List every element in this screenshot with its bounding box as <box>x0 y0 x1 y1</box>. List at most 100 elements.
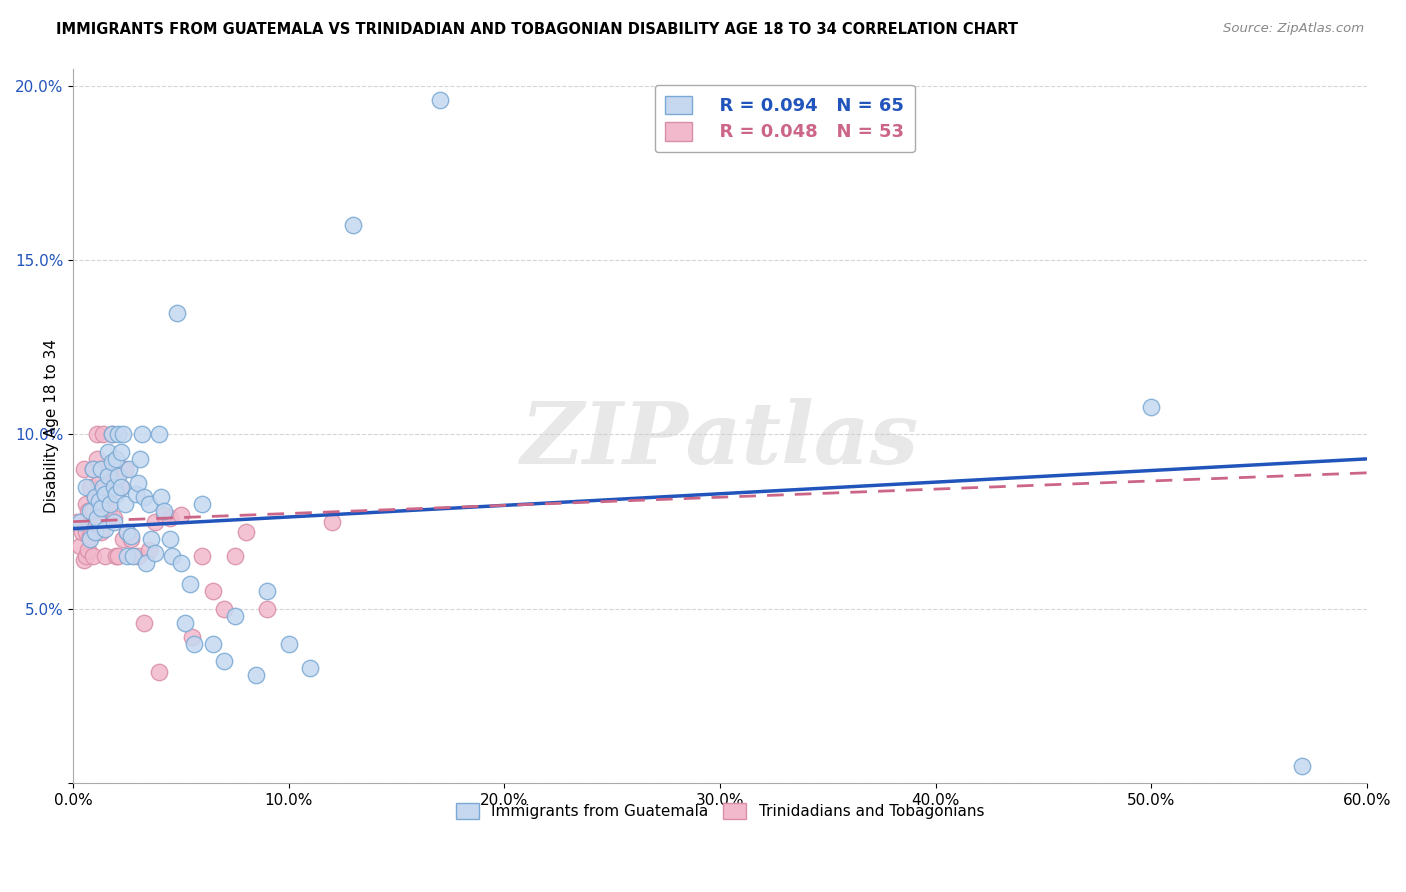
Point <box>110 445 132 459</box>
Point <box>115 549 138 564</box>
Point <box>212 654 235 668</box>
Point <box>97 490 120 504</box>
Point <box>111 427 134 442</box>
Point <box>66 515 89 529</box>
Point <box>83 525 105 540</box>
Point <box>105 451 128 466</box>
Point <box>86 451 108 466</box>
Point <box>152 504 174 518</box>
Point <box>1291 758 1313 772</box>
Point <box>115 525 138 540</box>
Point <box>152 508 174 522</box>
Point <box>69 515 91 529</box>
Point <box>277 637 299 651</box>
Point <box>105 549 128 564</box>
Point <box>75 549 97 564</box>
Point <box>342 219 364 233</box>
Point <box>73 462 96 476</box>
Point <box>75 525 97 540</box>
Point <box>143 515 166 529</box>
Point <box>87 476 110 491</box>
Point <box>115 525 138 540</box>
Point <box>191 497 214 511</box>
Point <box>174 615 197 630</box>
Point <box>91 427 114 442</box>
Point <box>97 469 120 483</box>
Point <box>79 480 101 494</box>
Point <box>134 615 156 630</box>
Point <box>114 497 136 511</box>
Point <box>107 549 129 564</box>
Legend: Immigrants from Guatemala, Trinidadians and Tobagonians: Immigrants from Guatemala, Trinidadians … <box>450 797 990 825</box>
Point <box>183 637 205 651</box>
Point <box>82 462 104 476</box>
Point <box>256 584 278 599</box>
Point <box>245 668 267 682</box>
Point <box>86 427 108 442</box>
Point <box>103 511 125 525</box>
Point <box>73 553 96 567</box>
Point <box>170 508 193 522</box>
Point <box>107 427 129 442</box>
Point <box>75 497 97 511</box>
Point <box>103 480 125 494</box>
Point <box>91 480 114 494</box>
Point <box>97 445 120 459</box>
Point <box>83 518 105 533</box>
Point <box>101 427 124 442</box>
Point <box>224 608 246 623</box>
Point <box>148 665 170 679</box>
Y-axis label: Disability Age 18 to 34: Disability Age 18 to 34 <box>44 339 59 513</box>
Point <box>79 532 101 546</box>
Text: ZIPatlas: ZIPatlas <box>520 399 920 482</box>
Point <box>429 93 451 107</box>
Point <box>82 549 104 564</box>
Point <box>77 504 100 518</box>
Point <box>107 469 129 483</box>
Point <box>87 493 110 508</box>
Point <box>150 490 173 504</box>
Point <box>129 451 152 466</box>
Point <box>135 557 157 571</box>
Point <box>139 532 162 546</box>
Point <box>148 427 170 442</box>
Point <box>98 469 121 483</box>
Point <box>83 490 105 504</box>
Point <box>70 525 93 540</box>
Point <box>69 539 91 553</box>
Point <box>179 577 201 591</box>
Point <box>170 557 193 571</box>
Point <box>105 487 128 501</box>
Point <box>90 462 112 476</box>
Text: Source: ZipAtlas.com: Source: ZipAtlas.com <box>1223 22 1364 36</box>
Point <box>138 542 160 557</box>
Point <box>131 427 153 442</box>
Point <box>94 549 117 564</box>
Point <box>77 542 100 557</box>
Point <box>98 497 121 511</box>
Point <box>110 480 132 494</box>
Point <box>321 515 343 529</box>
Point <box>166 305 188 319</box>
Text: IMMIGRANTS FROM GUATEMALA VS TRINIDADIAN AND TOBAGONIAN DISABILITY AGE 18 TO 34 : IMMIGRANTS FROM GUATEMALA VS TRINIDADIAN… <box>56 22 1018 37</box>
Point <box>75 480 97 494</box>
Point <box>224 549 246 564</box>
Point <box>299 661 322 675</box>
Point <box>159 532 181 546</box>
Point <box>143 546 166 560</box>
Point <box>162 549 184 564</box>
Point <box>86 511 108 525</box>
Point <box>97 504 120 518</box>
Point <box>90 525 112 540</box>
Point <box>1140 400 1163 414</box>
Point <box>202 584 225 599</box>
Point <box>124 487 146 501</box>
Point <box>90 462 112 476</box>
Point <box>111 532 134 546</box>
Point <box>127 549 149 564</box>
Point <box>83 490 105 504</box>
Point <box>202 637 225 651</box>
Point <box>212 601 235 615</box>
Point <box>120 528 142 542</box>
Point <box>235 525 257 540</box>
